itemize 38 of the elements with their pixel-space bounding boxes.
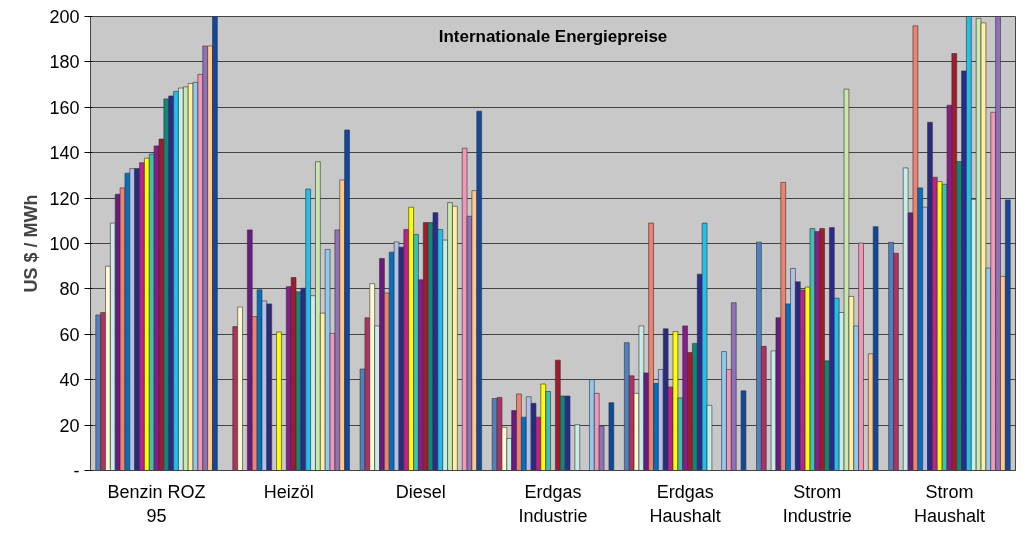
bar (432, 212, 439, 471)
y-tick-label: 120 (49, 188, 80, 209)
x-tick-label: Strom Haushalt (913, 481, 985, 526)
bar (247, 229, 253, 471)
text: Internationale Energiepreise (438, 26, 668, 46)
bar (256, 289, 263, 471)
x-tick-label: Erdgas Haushalt (649, 481, 721, 526)
bar (555, 359, 561, 471)
bar (290, 277, 297, 471)
x-tick-label: Benzin ROZ 95 (107, 481, 206, 526)
bar (872, 226, 879, 471)
x-tick-label: Erdgas Industrie (518, 481, 588, 526)
y-tick-label: 100 (49, 234, 80, 254)
y-tick-label: 140 (49, 143, 80, 164)
x-tick-label: Strom Industrie (782, 481, 852, 526)
y-tick-label: 180 (49, 52, 80, 73)
x-tick-label: Diesel (395, 481, 446, 502)
y-tick-label: 40 (59, 370, 80, 391)
y-tick-label: 80 (59, 279, 80, 300)
bar (564, 395, 571, 471)
bar (574, 424, 581, 471)
bar (422, 222, 429, 471)
bar (740, 390, 747, 471)
y-tick-label: 60 (59, 324, 80, 345)
bar (393, 241, 400, 471)
bar (843, 88, 850, 471)
bar (608, 402, 615, 471)
y-tick-label: 20 (59, 415, 80, 436)
x-tick-label: Heizöl (263, 481, 314, 502)
bar (95, 314, 101, 471)
bar (496, 397, 503, 471)
bar (980, 22, 987, 471)
y-axis-title: US $ / MWh (21, 194, 42, 293)
y-tick-label: - (73, 461, 80, 481)
y-tick-label: 200 (49, 7, 80, 27)
y-tick-label: 160 (49, 97, 80, 118)
bar (276, 331, 282, 471)
bar (721, 351, 727, 471)
